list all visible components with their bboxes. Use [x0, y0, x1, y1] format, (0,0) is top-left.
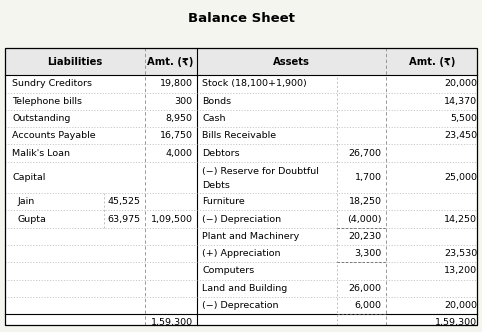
- Text: 23,450: 23,450: [444, 131, 477, 140]
- Text: Gupta: Gupta: [18, 214, 47, 224]
- Text: 1,700: 1,700: [355, 173, 382, 182]
- Text: 1,59,300: 1,59,300: [151, 318, 193, 327]
- Text: Amt. (₹): Amt. (₹): [409, 57, 456, 67]
- Bar: [5, 48, 477, 75]
- Text: 23,530: 23,530: [444, 249, 477, 258]
- Text: 45,525: 45,525: [108, 197, 141, 207]
- Bar: [5, 48, 477, 325]
- Text: 6,000: 6,000: [355, 301, 382, 310]
- Text: 19,800: 19,800: [160, 79, 193, 89]
- Text: Outstanding: Outstanding: [12, 114, 70, 123]
- Text: 13,200: 13,200: [444, 266, 477, 276]
- Text: (−) Reserve for Doubtful: (−) Reserve for Doubtful: [202, 167, 319, 176]
- Text: Debtors: Debtors: [202, 148, 240, 158]
- Text: Accounts Payable: Accounts Payable: [12, 131, 95, 140]
- Text: 20,230: 20,230: [348, 232, 382, 241]
- Text: 63,975: 63,975: [107, 214, 141, 224]
- Text: 5,500: 5,500: [450, 114, 477, 123]
- Text: (−) Deprecation: (−) Deprecation: [202, 301, 279, 310]
- Text: 18,250: 18,250: [349, 197, 382, 207]
- Text: Amt. (₹): Amt. (₹): [147, 57, 194, 67]
- Text: 25,000: 25,000: [444, 173, 477, 182]
- Text: Bills Receivable: Bills Receivable: [202, 131, 277, 140]
- Text: Capital: Capital: [12, 173, 45, 182]
- Text: Stock (18,100+1,900): Stock (18,100+1,900): [202, 79, 307, 89]
- Text: (−) Depreciation: (−) Depreciation: [202, 214, 281, 224]
- Text: Telephone bills: Telephone bills: [12, 97, 82, 106]
- Text: 26,000: 26,000: [349, 284, 382, 293]
- Text: 3,300: 3,300: [354, 249, 382, 258]
- Text: Land and Building: Land and Building: [202, 284, 288, 293]
- Text: (4,000): (4,000): [347, 214, 382, 224]
- Bar: [5, 48, 477, 325]
- Text: Computers: Computers: [202, 266, 254, 276]
- Text: Jain: Jain: [18, 197, 35, 207]
- Text: Malik's Loan: Malik's Loan: [12, 148, 70, 158]
- Text: 16,750: 16,750: [160, 131, 193, 140]
- Text: Plant and Machinery: Plant and Machinery: [202, 232, 300, 241]
- Text: 8,950: 8,950: [166, 114, 193, 123]
- Text: Balance Sheet: Balance Sheet: [187, 12, 295, 25]
- Text: Furniture: Furniture: [202, 197, 245, 207]
- Text: 300: 300: [174, 97, 193, 106]
- Text: (+) Appreciation: (+) Appreciation: [202, 249, 281, 258]
- Text: 1,09,500: 1,09,500: [151, 214, 193, 224]
- Text: 14,250: 14,250: [444, 214, 477, 224]
- Text: Assets: Assets: [273, 57, 309, 67]
- Text: 20,000: 20,000: [444, 301, 477, 310]
- Text: Cash: Cash: [202, 114, 226, 123]
- Text: Liabilities: Liabilities: [48, 57, 103, 67]
- Text: 14,370: 14,370: [444, 97, 477, 106]
- Text: Bonds: Bonds: [202, 97, 231, 106]
- Text: Sundry Creditors: Sundry Creditors: [12, 79, 92, 89]
- Text: 20,000: 20,000: [444, 79, 477, 89]
- Text: Debts: Debts: [202, 181, 230, 190]
- Text: 26,700: 26,700: [349, 148, 382, 158]
- Text: 1,59,300: 1,59,300: [435, 318, 477, 327]
- Text: 4,000: 4,000: [166, 148, 193, 158]
